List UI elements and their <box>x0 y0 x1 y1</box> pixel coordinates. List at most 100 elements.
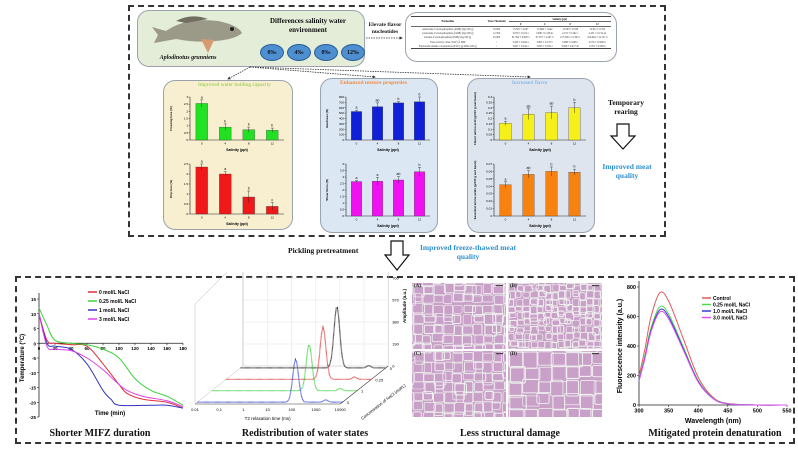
y-tick-label: 600 <box>339 106 344 110</box>
table-row: Equivalent umami concentration (EUC) (g … <box>411 44 611 50</box>
z-tick-label: 0.25 <box>375 377 384 382</box>
legend-label: Control <box>713 296 731 302</box>
muscle-fiber-outline <box>502 402 506 414</box>
muscle-fiber-outline <box>501 315 506 328</box>
x-tick-label: 8 <box>398 218 400 222</box>
significance-letter: b <box>398 97 400 101</box>
muscle-fiber-outline <box>543 317 550 325</box>
muscle-fiber-outline <box>559 317 568 324</box>
table-row: Guanosine-5'-monophosphate (GMP) (mg/100… <box>411 32 611 36</box>
muscle-fiber-outline <box>451 411 464 417</box>
muscle-fiber-outline <box>535 347 544 349</box>
muscle-fiber-outline <box>578 364 592 377</box>
muscle-fiber-outline <box>600 283 602 290</box>
muscle-fiber-outline <box>522 395 540 407</box>
muscle-fiber-outline <box>565 380 580 397</box>
muscle-fiber-outline <box>463 343 475 349</box>
muscle-fiber-outline <box>492 351 502 363</box>
muscle-fiber-outline <box>462 391 474 404</box>
muscle-fiber-outline <box>413 392 424 401</box>
muscle-fiber-outline <box>443 413 455 417</box>
pickling-label: Pickling pretreatment <box>288 246 359 255</box>
muscle-fiber-outline <box>441 351 451 361</box>
series-line <box>211 344 357 392</box>
table-cell: 3.076 ± 0.119 a <box>512 32 529 36</box>
down-arrow-icon <box>383 240 411 271</box>
muscle-fiber-outline <box>522 291 530 298</box>
muscle-fiber-outline <box>443 304 454 318</box>
table-header: 4 <box>532 21 557 28</box>
y-tick-label: 15 <box>31 297 37 302</box>
muscle-fiber-outline <box>453 283 467 292</box>
x-tick-label: 0 <box>201 216 203 220</box>
bar <box>393 179 404 217</box>
x-tick-label: 4 <box>528 142 530 146</box>
muscle-fiber-outline <box>508 320 511 328</box>
nucleotide-table-panel: Nucleotides Taste Threshold Salinity (pp… <box>405 12 617 62</box>
muscle-fiber-outline <box>434 362 446 372</box>
y-tick-label: 0 <box>342 138 344 142</box>
down-arrow-icon <box>609 123 637 150</box>
nucleotide-table: Nucleotides Taste Threshold Salinity (pp… <box>411 15 611 50</box>
y-tick-label: 500 <box>339 111 344 115</box>
muscle-fiber-outline <box>508 292 511 300</box>
muscle-fiber-outline <box>508 339 510 347</box>
muscle-fiber-outline <box>592 351 602 364</box>
y-tick-label: 0 <box>490 138 492 142</box>
muscle-fiber-outline <box>484 324 498 337</box>
micrograph-label: (A) <box>414 284 421 289</box>
muscle-fiber-outline <box>523 325 532 332</box>
muscle-fiber-outline <box>413 293 423 302</box>
micrograph-label: (D) <box>510 352 517 357</box>
x-tick-label: 160 <box>163 346 171 351</box>
y-tick-label: 0.07 <box>486 162 492 166</box>
x-tick-label: 450 <box>723 409 732 415</box>
flavor-amino-acid-chart: 00.050.10.150.20.250.30.350.4a0ab4ab8b12… <box>473 92 586 152</box>
y-axis-label: Temperature (°C) <box>20 334 26 382</box>
table-cell: / <box>496 40 497 44</box>
muscle-fiber-outline <box>491 401 501 410</box>
x-tick-label: 12 <box>573 218 577 222</box>
bar <box>372 181 383 217</box>
significance-letter: ab <box>376 98 380 102</box>
muscle-fiber-outline <box>528 283 536 286</box>
drip-loss-chart: 0 0.5 1 1.5 2 2.5 a 0 a 4 b 8 c 12 Salinity (ppt) Drip … <box>169 160 284 226</box>
x-tick-label: 100 <box>115 346 123 351</box>
x-axis-label: Wavelength (nm) <box>685 418 741 425</box>
x-tick-label: 8 <box>248 216 250 220</box>
muscle-fiber-outline <box>482 305 495 315</box>
muscle-fiber-outline <box>412 373 414 386</box>
muscle-fiber-outline <box>584 311 594 319</box>
muscle-fiber-outline <box>545 298 553 306</box>
x-tick-label: 300 <box>634 409 643 415</box>
muscle-fiber-outline <box>594 392 602 405</box>
table-cell: 3.647 ± 0.242 a <box>508 44 533 50</box>
significance-letter: b <box>574 165 576 169</box>
muscle-fiber-outline <box>464 361 477 375</box>
connector-arrows <box>227 36 531 80</box>
x-tick-label: 12 <box>573 142 577 146</box>
muscle-fiber-outline <box>474 334 484 345</box>
muscle-fiber-outline <box>508 319 518 329</box>
texture-title: Enhanced texture properties <box>340 80 408 86</box>
muscle-fiber-outline <box>522 378 540 394</box>
muscle-fiber-outline <box>508 297 510 305</box>
legend-label: 3 mol/L NaCl <box>99 317 130 323</box>
muscle-fiber-outline <box>483 312 497 326</box>
muscle-fiber-outline <box>509 365 526 384</box>
muscle-fiber-outline <box>421 335 431 346</box>
muscle-fiber-outline <box>599 340 602 349</box>
muscle-fiber-outline <box>463 380 474 393</box>
muscle-fiber-outline <box>537 283 547 286</box>
muscle-fiber-outline <box>557 339 566 348</box>
species-name: Aplodinotus grunniens <box>159 55 217 61</box>
y-tick-label: 0.4 <box>488 95 493 99</box>
muscle-fiber-outline <box>524 408 538 417</box>
muscle-fiber-outline <box>502 352 506 363</box>
table-cell: Adenosine-5'-monophosphate (AMP) (mg/100… <box>422 27 474 31</box>
muscle-fiber-outline <box>452 390 466 401</box>
muscle-fiber-outline <box>572 283 581 284</box>
x-axis-label: Salinity (ppt) <box>377 224 400 228</box>
muscle-fiber-outline <box>431 332 445 343</box>
significance-letter: c <box>271 198 273 202</box>
